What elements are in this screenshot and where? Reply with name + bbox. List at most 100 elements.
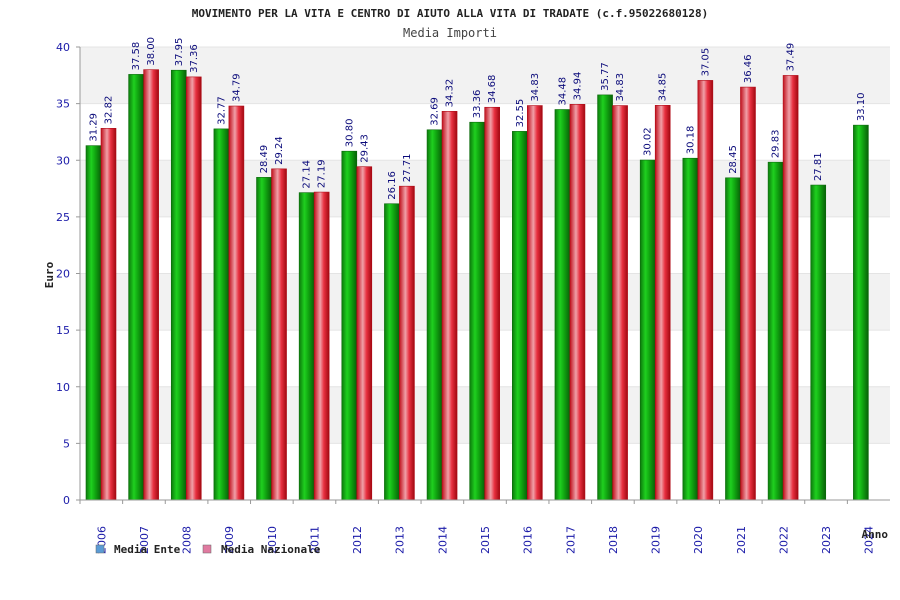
- y-tick-label: 30: [56, 154, 70, 167]
- x-tick-label: 2018: [607, 526, 620, 554]
- x-tick-label: 2009: [223, 526, 236, 554]
- data-label-media-ente: 34.48: [557, 77, 568, 106]
- bar-media-nazionale: [527, 105, 543, 501]
- data-label-media-ente: 28.49: [259, 145, 270, 174]
- legend: Media Ente Media Nazionale: [95, 543, 321, 556]
- data-label-media-ente: 32.69: [430, 97, 441, 126]
- x-tick-label: 2012: [351, 526, 364, 554]
- y-tick-label: 0: [63, 494, 70, 507]
- bar-media-ente: [767, 161, 784, 501]
- bar-media-nazionale: [185, 76, 202, 501]
- bar-media-nazionale: [313, 191, 330, 501]
- y-tick-label: 35: [56, 98, 70, 111]
- legend-swatch-media-ente: [95, 544, 105, 554]
- y-tick-label: 10: [56, 381, 70, 394]
- x-tick-label: 2016: [522, 526, 535, 554]
- bar-media-nazionale: [271, 168, 287, 501]
- chart-subtitle: Media Importi: [403, 26, 497, 40]
- y-tick-label: 15: [56, 324, 70, 337]
- y-tick-label: 40: [56, 41, 70, 54]
- bar-media-ente: [853, 124, 869, 501]
- data-label-media-ente: 32.77: [216, 96, 227, 125]
- bar-media-ente: [682, 157, 699, 501]
- data-label-media-ente: 27.81: [813, 152, 824, 181]
- bar-media-ente: [298, 192, 315, 501]
- bar-media-ente: [639, 159, 656, 501]
- bar-media-nazionale: [569, 104, 586, 501]
- data-label-media-ente: 30.18: [685, 126, 696, 155]
- y-axis-ticks: 0 5 10 15 20 25 30 35 40: [56, 41, 80, 507]
- bar-media-ente: [426, 129, 443, 501]
- x-tick-label: 2023: [820, 526, 833, 554]
- data-label-media-ente: 30.02: [643, 127, 654, 156]
- y-tick-label: 25: [56, 211, 70, 224]
- data-label-media-nazionale: 34.32: [445, 79, 456, 108]
- data-label-media-nazionale: 34.94: [572, 72, 583, 101]
- bar-media-nazionale: [740, 86, 756, 501]
- x-tick-label: 2010: [266, 526, 279, 554]
- data-label-media-nazionale: 34.83: [615, 73, 626, 102]
- x-tick-label: 2013: [394, 526, 407, 554]
- y-tick-label: 5: [63, 437, 70, 450]
- bar-media-ente: [725, 177, 741, 501]
- data-label-media-ente: 31.29: [89, 113, 100, 142]
- bar-media-nazionale: [143, 69, 159, 501]
- x-tick-label: 2015: [479, 526, 492, 554]
- data-label-media-nazionale: 34.83: [530, 73, 541, 102]
- bar-media-ente: [256, 177, 272, 501]
- x-axis-label: Anno: [862, 528, 889, 541]
- x-axis-ticks: 2006 2007 2008 2009 2010 2011 2012 2013 2014 2015…: [79, 500, 876, 554]
- x-tick-label: 2014: [436, 526, 449, 554]
- data-label-media-nazionale: 38.00: [146, 37, 157, 66]
- data-label-media-ente: 26.16: [387, 171, 398, 200]
- data-label-media-nazionale: 29.24: [274, 136, 285, 165]
- data-label-media-nazionale: 29.43: [359, 134, 370, 163]
- bar-media-nazionale: [399, 185, 415, 501]
- bar-media-nazionale: [612, 105, 628, 501]
- y-tick-label: 20: [56, 268, 70, 281]
- x-tick-label: 2022: [777, 526, 790, 554]
- bar-media-ente: [128, 74, 144, 501]
- bar-media-ente: [384, 203, 400, 501]
- bar-media-nazionale: [356, 166, 373, 501]
- data-label-media-ente: 33.10: [856, 93, 867, 122]
- data-label-media-nazionale: 34.79: [231, 73, 242, 102]
- x-tick-label: 2017: [564, 526, 577, 554]
- bar-media-nazionale: [654, 105, 671, 501]
- legend-swatch-media-nazionale: [202, 544, 212, 554]
- data-label-media-ente: 32.55: [515, 99, 526, 128]
- bar-media-nazionale: [228, 105, 245, 501]
- x-tick-label: 2019: [650, 526, 663, 554]
- data-label-media-ente: 37.95: [174, 38, 185, 67]
- x-tick-label: 2008: [181, 526, 194, 554]
- bar-media-ente: [512, 131, 528, 501]
- bar-media-ente: [810, 184, 827, 501]
- data-label-media-nazionale: 34.85: [658, 73, 669, 102]
- bar-media-ente: [213, 128, 230, 501]
- x-tick-label: 2007: [138, 526, 151, 554]
- data-label-media-ente: 29.83: [771, 130, 782, 159]
- data-label-media-nazionale: 32.82: [104, 96, 115, 125]
- bar-media-nazionale: [697, 80, 714, 501]
- bar-media-nazionale: [484, 106, 500, 501]
- legend-label-media-ente: Media Ente: [114, 543, 181, 556]
- chart-title: MOVIMENTO PER LA VITA E CENTRO DI AIUTO …: [192, 7, 709, 20]
- bar-media-ente: [554, 109, 571, 501]
- x-tick-label: 2024: [863, 526, 876, 554]
- data-label-media-nazionale: 37.49: [786, 43, 797, 72]
- data-label-media-ente: 37.58: [131, 42, 142, 71]
- data-label-media-ente: 30.80: [344, 119, 355, 148]
- x-tick-label: 2011: [308, 526, 321, 554]
- bar-media-nazionale: [782, 75, 799, 501]
- data-label-media-nazionale: 27.19: [317, 159, 328, 188]
- data-label-media-nazionale: 37.05: [700, 48, 711, 77]
- data-label-media-nazionale: 27.71: [402, 154, 413, 183]
- bar-media-ente: [85, 145, 102, 501]
- data-label-media-ente: 28.45: [728, 145, 739, 174]
- bar-media-nazionale: [441, 111, 458, 501]
- bar-media-ente: [170, 69, 187, 501]
- bar-media-nazionale: [100, 128, 117, 501]
- data-label-media-nazionale: 37.36: [189, 44, 200, 73]
- bar-media-ente: [597, 94, 613, 501]
